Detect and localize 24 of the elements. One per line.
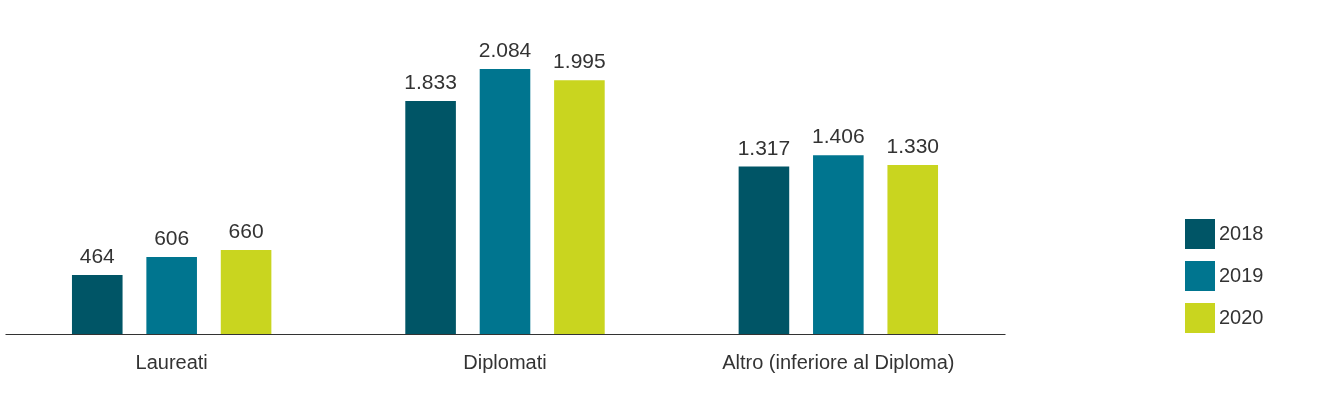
- legend-label: 2019: [1219, 264, 1264, 286]
- legend-label: 2020: [1219, 306, 1264, 328]
- bar: [71, 275, 123, 334]
- bar: [146, 256, 197, 334]
- data-label: 464: [79, 244, 116, 267]
- bar: [479, 69, 531, 334]
- data-label: 660: [228, 219, 264, 243]
- x-tick-label: Laureati: [135, 350, 208, 373]
- bar: [887, 164, 939, 334]
- bar: [554, 80, 605, 334]
- legend-label: 2018: [1219, 222, 1264, 244]
- data-label: 1.995: [553, 49, 606, 73]
- bar: [220, 250, 272, 334]
- x-tick-label: Altro (inferiore al Diploma): [722, 350, 955, 373]
- data-label: 606: [154, 225, 190, 249]
- bar: [405, 100, 456, 334]
- data-label: 1.406: [812, 124, 865, 148]
- bar: [813, 155, 864, 334]
- data-label: 1.317: [737, 135, 791, 159]
- x-tick-label: Diplomati: [463, 350, 547, 373]
- data-label: 1.330: [886, 133, 940, 157]
- data-label: 1.833: [404, 69, 457, 93]
- data-label: 2.084: [478, 38, 532, 61]
- bar: [738, 166, 790, 334]
